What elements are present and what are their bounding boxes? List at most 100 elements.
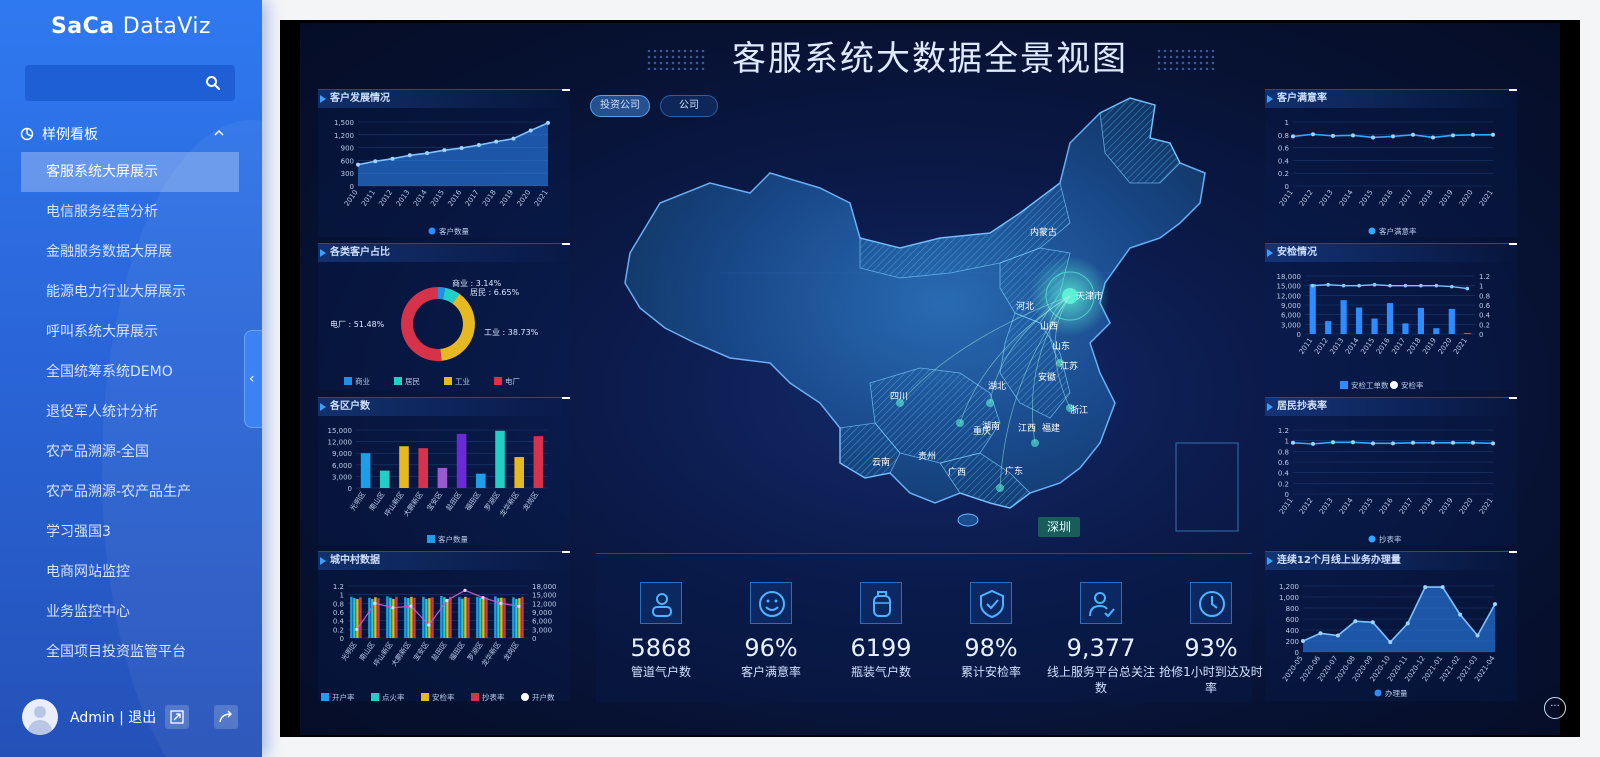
x-tick-label: 2018 xyxy=(1418,497,1435,516)
sidebar-item[interactable]: 农产品溯源-农产品生产 xyxy=(46,484,192,500)
hainan-island xyxy=(957,513,979,527)
data-point xyxy=(517,604,521,608)
flight-line xyxy=(999,295,1071,489)
city-marker xyxy=(996,484,1004,492)
panel-title: 安检情况 xyxy=(1265,243,1517,262)
kpi-strip: 5868 管道气户数 96% 客户满意率 6199 瓶装气户数 xyxy=(596,553,1263,703)
y-tick-label: 0.6 xyxy=(1278,459,1290,467)
x-tick-label: 2016 xyxy=(1378,188,1395,208)
kpi-satisfaction: 96% 客户满意率 xyxy=(716,582,826,680)
province-label: 湖南 xyxy=(982,420,1000,432)
sidebar-collapse-toggle[interactable]: ‹ xyxy=(244,330,262,428)
user-logout[interactable]: Admin | 退出 xyxy=(70,710,157,726)
sidebar-item[interactable]: 业务监控中心 xyxy=(46,604,130,620)
province-label: 福建 xyxy=(1042,422,1060,434)
data-point xyxy=(1493,602,1497,607)
x-tick-label: 2017 xyxy=(464,189,481,208)
x-tick-label: 宝安区 xyxy=(425,490,444,512)
data-point xyxy=(1370,620,1375,625)
kpi-repair-timeliness: 93% 抢修1小时到达及时率 xyxy=(1156,582,1266,696)
y-tick-label: 0.2 xyxy=(333,626,344,634)
search-icon[interactable] xyxy=(205,75,221,91)
bar xyxy=(395,596,398,638)
sidebar-item[interactable]: 全国项目投资监管平台 xyxy=(46,644,186,660)
sidebar-item[interactable]: 退役军人统计分析 xyxy=(46,404,158,420)
data-point xyxy=(1458,612,1463,617)
sidebar-item[interactable]: 农产品溯源-全国 xyxy=(46,444,150,460)
data-point xyxy=(1353,619,1358,624)
pie-slice xyxy=(401,287,442,361)
sidebar-item[interactable]: 金融服务数据大屏展 xyxy=(46,244,172,260)
data-point xyxy=(1411,132,1415,137)
sidebar-item[interactable]: 电信服务经营分析 xyxy=(46,204,158,220)
bar xyxy=(449,596,452,638)
y-tick-label: 1,500 xyxy=(334,119,354,127)
bar xyxy=(518,598,521,638)
menu-section-header[interactable]: 样例看板 xyxy=(20,122,234,146)
more-options-button[interactable]: ··· xyxy=(1544,697,1566,719)
y-tick-label: 0.4 xyxy=(1278,157,1290,165)
sidebar-item[interactable]: 全国统筹系统DEMO xyxy=(46,364,173,380)
y-tick-label: 900 xyxy=(341,145,354,153)
sidebar-item[interactable]: 呼叫系统大屏展示 xyxy=(46,324,158,340)
tab-investment-company[interactable]: 投资公司 xyxy=(590,95,650,117)
y-tick-label: 12,000 xyxy=(1277,292,1302,300)
data-point xyxy=(1451,133,1455,138)
chevron-up-icon[interactable] xyxy=(212,126,226,140)
kpi-label: 管道气户数 xyxy=(630,665,691,679)
panel-safety: 安检情况 0 3,000 6,000 9,000 12,000 15,000 18,000 0… xyxy=(1265,243,1517,391)
x-tick-label: 2017 xyxy=(1390,337,1407,356)
x-tick-label: 2012 xyxy=(1298,497,1315,516)
data-point xyxy=(1491,441,1495,446)
village-data-chart: 00.20.40.60.811.203,0006,0009,00012,0001… xyxy=(321,583,557,702)
bar xyxy=(440,595,443,638)
bar xyxy=(485,597,488,638)
sidebar-item[interactable]: 学习强国3 xyxy=(46,524,111,540)
y-tick-label: 0.8 xyxy=(1278,448,1289,456)
city-marker xyxy=(986,399,994,407)
x-tick-label: 2011 xyxy=(1278,189,1295,208)
bar xyxy=(418,448,428,488)
panel-title: 客户发展情况 xyxy=(318,89,570,108)
x-tick-label: 2014 xyxy=(1344,336,1361,356)
legend-marker xyxy=(494,377,502,385)
data-point xyxy=(373,601,377,605)
sidebar-item[interactable]: 电商网站监控 xyxy=(46,564,130,580)
bar xyxy=(1371,318,1378,334)
x-tick-label: 2015 xyxy=(1358,189,1375,208)
tab-company[interactable]: 公司 xyxy=(660,95,718,117)
y-tick-label: 15,000 xyxy=(1277,283,1302,291)
x-tick-label: 2012 xyxy=(377,189,394,208)
legend-marker xyxy=(394,377,402,385)
bar xyxy=(495,430,505,488)
data-point xyxy=(407,153,412,158)
share-button[interactable] xyxy=(214,705,238,729)
x-tick-label: 2019 xyxy=(498,189,515,208)
sidebar-item[interactable]: 客服系统大屏展示 xyxy=(21,152,239,192)
search-input[interactable] xyxy=(25,65,235,101)
legend-marker xyxy=(521,693,529,701)
data-point xyxy=(1491,132,1495,137)
data-point xyxy=(528,128,533,133)
panel-customer-growth: 客户发展情况 0 300 600 900 1,200 1,500 2010 2011 2012 2… xyxy=(318,89,570,237)
fullscreen-button[interactable] xyxy=(165,705,189,729)
y-tick-label: 0.2 xyxy=(1479,321,1490,329)
province-label: 江西 xyxy=(1018,423,1036,434)
bar xyxy=(1309,284,1316,334)
city-marker xyxy=(896,399,904,407)
kpi-value: 6199 xyxy=(850,634,912,662)
legend-marker xyxy=(1374,689,1382,697)
data-point xyxy=(356,162,360,167)
avatar xyxy=(22,699,58,735)
bar xyxy=(422,596,425,638)
data-point xyxy=(1451,440,1455,445)
bar xyxy=(467,597,470,638)
province-label: 广东 xyxy=(1005,465,1023,477)
sidebar-item[interactable]: 能源电力行业大屏展示 xyxy=(46,284,186,300)
bar xyxy=(1356,307,1363,334)
bar xyxy=(389,597,392,638)
bar xyxy=(1325,321,1332,334)
x-tick-label: 2019 xyxy=(1421,337,1438,356)
bar xyxy=(446,599,449,638)
